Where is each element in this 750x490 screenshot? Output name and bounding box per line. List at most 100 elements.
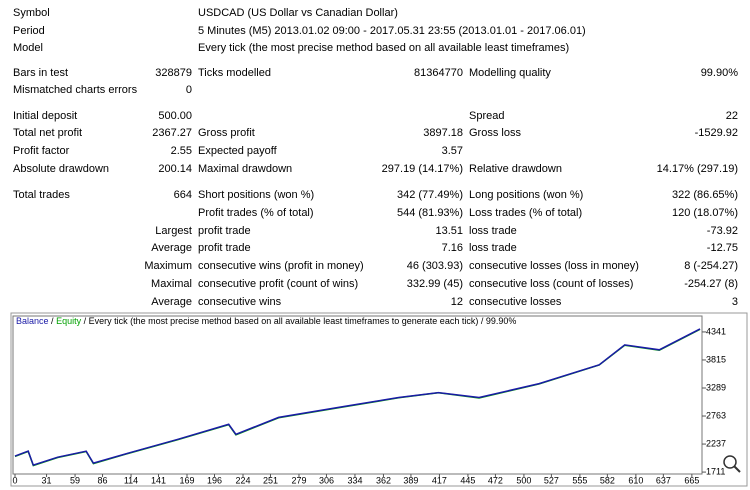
legend-entry: Balance: [16, 316, 49, 326]
x-tick-label: 527: [544, 475, 559, 485]
x-tick-label: 610: [628, 475, 643, 485]
report-value: 3897.18: [423, 127, 463, 139]
report-label: loss trade: [469, 242, 517, 254]
report-label: Loss trades (% of total): [469, 207, 582, 219]
separator: /: [51, 316, 54, 326]
report-value: Average: [151, 242, 192, 254]
x-tick-label: 389: [403, 475, 418, 485]
report-value: 81364770: [414, 67, 463, 79]
report-label: Absolute drawdown: [13, 163, 109, 175]
report-value: 13.51: [435, 225, 463, 237]
report-value: Average: [151, 296, 192, 308]
report-label: consecutive losses: [469, 296, 562, 308]
report-label: USDCAD (US Dollar vs Canadian Dollar): [198, 7, 398, 19]
report-label: Maximal drawdown: [198, 163, 292, 175]
report-value: Maximum: [144, 260, 192, 272]
plot-area: [12, 315, 703, 475]
report-value: 328879: [155, 67, 192, 79]
report-value: -12.75: [707, 242, 738, 254]
report-value: 544 (81.93%): [397, 207, 463, 219]
report-label: Relative drawdown: [469, 163, 562, 175]
report-label: Model: [13, 42, 43, 54]
report-label: Period: [13, 25, 45, 37]
report-label: consecutive loss (count of losses): [469, 278, 633, 290]
x-tick-label: 555: [572, 475, 587, 485]
x-tick-label: 500: [516, 475, 531, 485]
report-label: Profit trades (% of total): [198, 207, 314, 219]
report-value: 0: [186, 84, 192, 96]
x-tick-label: 0: [12, 475, 17, 485]
report-value: 120 (18.07%): [672, 207, 738, 219]
report-label: consecutive profit (count of wins): [198, 278, 358, 290]
report-value: 500.00: [158, 110, 192, 122]
report-value: Maximal: [151, 278, 192, 290]
report-value: 7.16: [442, 242, 463, 254]
report-value: 46 (303.93): [407, 260, 463, 272]
y-tick-label: 3815: [706, 354, 726, 364]
report-label: Profit factor: [13, 145, 70, 157]
x-tick-label: 334: [347, 475, 362, 485]
report-value: 664: [174, 189, 192, 201]
report-label: Total net profit: [13, 127, 82, 139]
report-label: Total trades: [13, 189, 70, 201]
report-value: 297.19 (14.17%): [382, 163, 463, 175]
y-tick-label: 1711: [706, 466, 725, 476]
report-value: 22: [726, 110, 738, 122]
zoom-icon: [723, 455, 741, 473]
x-tick-label: 472: [488, 475, 503, 485]
report-value: -254.27 (8): [684, 278, 738, 290]
report-label: consecutive wins: [198, 296, 282, 308]
separator: /: [481, 316, 484, 326]
report-label: consecutive losses (loss in money): [469, 260, 639, 272]
separator: /: [84, 316, 87, 326]
report-value: -1529.92: [695, 127, 738, 139]
x-tick-label: 196: [207, 475, 222, 485]
y-tick-label: 3289: [706, 382, 726, 392]
report-label: Ticks modelled: [198, 67, 271, 79]
report-label: Spread: [469, 110, 504, 122]
x-tick-label: 141: [151, 475, 166, 485]
report-label: Modelling quality: [469, 67, 551, 79]
report-label: Long positions (won %): [469, 189, 583, 201]
x-tick-label: 59: [70, 475, 80, 485]
report-label: profit trade: [198, 242, 251, 254]
report-value: 342 (77.49%): [397, 189, 463, 201]
x-tick-label: 637: [656, 475, 671, 485]
chart-header: Balance / Equity / Every tick (the most …: [16, 316, 516, 326]
x-tick-label: 362: [376, 475, 391, 485]
x-tick-label: 86: [98, 475, 108, 485]
report-value: 99.90%: [701, 67, 739, 79]
report-value: 2.55: [171, 145, 192, 157]
report-value: 14.17% (297.19): [657, 163, 738, 175]
y-tick-label: 2237: [706, 438, 726, 448]
x-tick-label: 31: [42, 475, 52, 485]
report-label: profit trade: [198, 225, 251, 237]
report-label: Expected payoff: [198, 145, 278, 157]
report-label: Every tick (the most precise method base…: [198, 42, 569, 54]
report-value: 12: [451, 296, 463, 308]
report-label: Gross loss: [469, 127, 521, 139]
report-label: Symbol: [13, 7, 50, 19]
report-value: 2367.27: [152, 127, 192, 139]
subtitle: Every tick (the most precise method base…: [89, 316, 479, 326]
y-tick-label: 4341: [706, 326, 726, 336]
report-value: 8 (-254.27): [684, 260, 738, 272]
report-label: loss trade: [469, 225, 517, 237]
x-tick-label: 665: [684, 475, 699, 485]
x-tick-label: 582: [600, 475, 615, 485]
report-label: Bars in test: [13, 67, 68, 79]
y-tick-label: 2763: [706, 410, 726, 420]
report-label: 5 Minutes (M5) 2013.01.02 09:00 - 2017.0…: [198, 25, 586, 37]
report-label: Gross profit: [198, 127, 255, 139]
report-value: 3.57: [442, 145, 463, 157]
report-label: consecutive wins (profit in money): [198, 260, 364, 272]
x-tick-label: 445: [460, 475, 475, 485]
x-tick-label: 306: [319, 475, 334, 485]
report-value: 200.14: [158, 163, 192, 175]
quality: 99.90%: [486, 316, 517, 326]
report-value: 322 (86.65%): [672, 189, 738, 201]
legend-entry: Equity: [56, 316, 82, 326]
report-value: 332.99 (45): [407, 278, 463, 290]
